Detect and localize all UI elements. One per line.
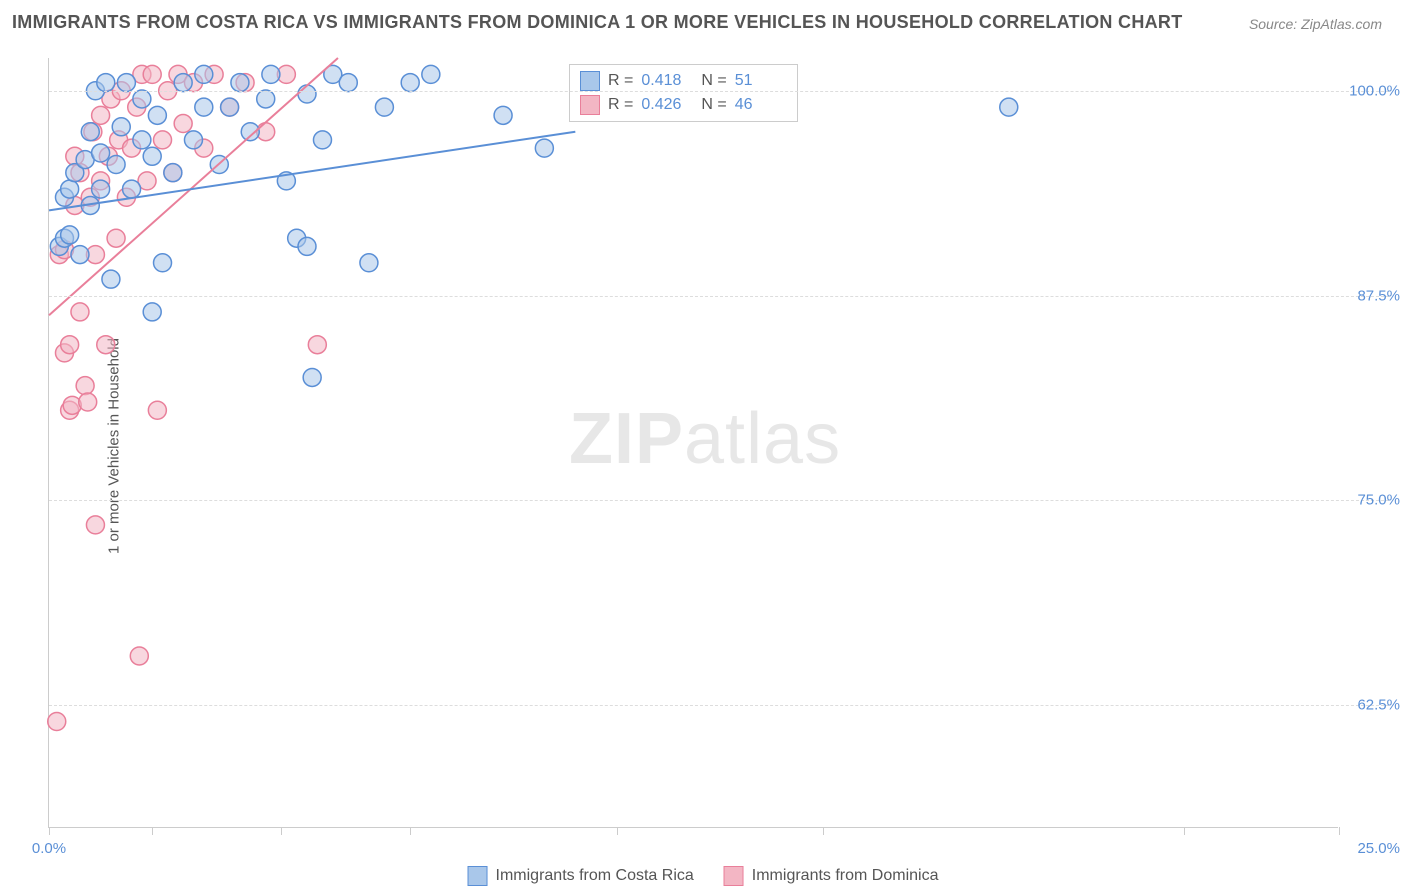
data-point — [117, 74, 135, 92]
n-value: 51 — [735, 72, 787, 90]
chart-title: IMMIGRANTS FROM COSTA RICA VS IMMIGRANTS… — [12, 12, 1183, 33]
data-point — [143, 147, 161, 165]
data-point — [97, 74, 115, 92]
data-point — [133, 90, 151, 108]
data-point — [71, 246, 89, 264]
swatch-costa-rica — [468, 866, 488, 886]
data-point — [174, 74, 192, 92]
data-point — [97, 336, 115, 354]
y-tick-label: 75.0% — [1344, 492, 1400, 509]
r-value: 0.418 — [641, 72, 693, 90]
data-point — [133, 131, 151, 149]
data-point — [92, 144, 110, 162]
legend-stats: R = 0.418 N = 51 R = 0.426 N = 46 — [569, 64, 798, 122]
legend-label-costa-rica: Immigrants from Costa Rica — [496, 867, 694, 885]
r-label: R = — [608, 96, 633, 114]
data-point — [360, 254, 378, 272]
x-tick-mark — [1339, 827, 1340, 835]
gridline-h — [49, 705, 1389, 706]
data-point — [298, 237, 316, 255]
data-point — [107, 155, 125, 173]
legend-stat-row: R = 0.426 N = 46 — [580, 93, 787, 117]
data-point — [231, 74, 249, 92]
y-tick-label: 62.5% — [1344, 697, 1400, 714]
data-point — [148, 401, 166, 419]
gridline-h — [49, 500, 1389, 501]
legend-label-dominica: Immigrants from Dominica — [752, 867, 939, 885]
y-tick-label: 87.5% — [1344, 287, 1400, 304]
n-label: N = — [701, 72, 726, 90]
gridline-h — [49, 296, 1389, 297]
data-point — [195, 98, 213, 116]
data-point — [79, 393, 97, 411]
x-tick-mark — [1184, 827, 1185, 835]
legend-item-dominica: Immigrants from Dominica — [724, 866, 939, 886]
data-point — [143, 65, 161, 83]
data-point — [92, 180, 110, 198]
data-point — [76, 377, 94, 395]
x-tick-mark — [617, 827, 618, 835]
y-tick-label: 100.0% — [1344, 82, 1400, 99]
source-label: Source: ZipAtlas.com — [1249, 16, 1382, 32]
n-label: N = — [701, 96, 726, 114]
x-tick-mark — [152, 827, 153, 835]
gridline-h — [49, 91, 1389, 92]
plot-svg — [49, 58, 1339, 828]
data-point — [61, 226, 79, 244]
legend-swatch — [580, 95, 600, 115]
x-tick-mark — [410, 827, 411, 835]
legend-stat-row: R = 0.418 N = 51 — [580, 69, 787, 93]
n-value: 46 — [735, 96, 787, 114]
data-point — [1000, 98, 1018, 116]
legend-item-costa-rica: Immigrants from Costa Rica — [468, 866, 694, 886]
data-point — [143, 303, 161, 321]
data-point — [303, 368, 321, 386]
data-point — [130, 647, 148, 665]
data-point — [221, 98, 239, 116]
data-point — [86, 516, 104, 534]
data-point — [195, 65, 213, 83]
data-point — [148, 106, 166, 124]
data-point — [107, 229, 125, 247]
data-point — [48, 713, 66, 731]
data-point — [112, 118, 130, 136]
data-point — [401, 74, 419, 92]
r-label: R = — [608, 72, 633, 90]
r-value: 0.426 — [641, 96, 693, 114]
swatch-dominica — [724, 866, 744, 886]
data-point — [313, 131, 331, 149]
data-point — [81, 123, 99, 141]
data-point — [174, 115, 192, 133]
data-point — [154, 254, 172, 272]
x-tick-label: 25.0% — [1344, 840, 1400, 857]
x-tick-mark — [823, 827, 824, 835]
data-point — [375, 98, 393, 116]
data-point — [123, 180, 141, 198]
x-tick-mark — [49, 827, 50, 835]
data-point — [61, 336, 79, 354]
data-point — [422, 65, 440, 83]
data-point — [164, 164, 182, 182]
data-point — [61, 180, 79, 198]
data-point — [298, 85, 316, 103]
scatter-plot: ZIPatlas R =0.418N =51R =0.426N =46 100.… — [48, 58, 1338, 828]
x-tick-mark — [281, 827, 282, 835]
data-point — [102, 270, 120, 288]
legend-swatch — [580, 71, 600, 91]
data-point — [92, 106, 110, 124]
data-point — [308, 336, 326, 354]
data-point — [154, 131, 172, 149]
data-point — [257, 90, 275, 108]
data-point — [494, 106, 512, 124]
data-point — [184, 131, 202, 149]
legend-bottom: Immigrants from Costa Rica Immigrants fr… — [468, 866, 939, 886]
data-point — [339, 74, 357, 92]
data-point — [262, 65, 280, 83]
x-tick-label: 0.0% — [32, 840, 66, 857]
data-point — [535, 139, 553, 157]
data-point — [71, 303, 89, 321]
